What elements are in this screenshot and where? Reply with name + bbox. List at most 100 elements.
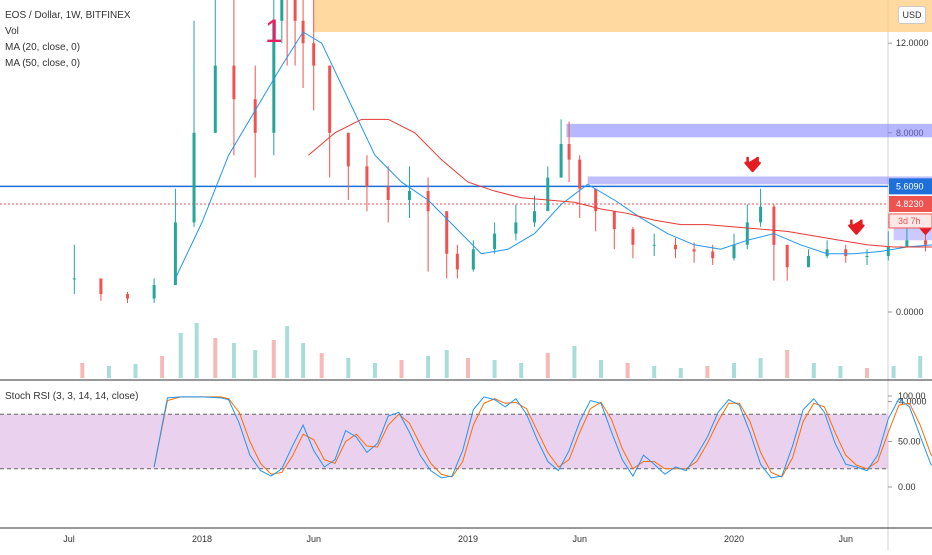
candle-body <box>152 285 156 299</box>
candle-body <box>213 65 217 133</box>
stoch-rsi-d-line <box>153 396 932 478</box>
pink-label-1: 1 <box>265 13 283 49</box>
candle-body <box>426 191 430 212</box>
candle-body <box>711 251 715 259</box>
candle-body <box>445 211 449 254</box>
candle-body <box>905 240 909 248</box>
volume-bar <box>652 366 657 378</box>
candle-body <box>594 188 598 212</box>
volume-bar <box>838 366 843 378</box>
candle-body <box>886 247 890 256</box>
volume-bar <box>625 363 630 378</box>
legend-ma20: MA (20, close, 0) <box>5 42 81 53</box>
candle-body <box>192 132 196 223</box>
volume-bar <box>285 326 290 378</box>
volume-bar <box>545 353 550 378</box>
price-tag-level: 5.6090 <box>896 181 924 191</box>
candle-body <box>232 65 236 100</box>
candle-body <box>533 211 536 223</box>
candle-body <box>612 211 616 230</box>
ma50-line <box>308 118 932 248</box>
volume-bar <box>492 360 497 378</box>
candle-body <box>785 244 789 268</box>
resistance-zone <box>313 0 932 32</box>
candle-body <box>328 65 332 133</box>
candle-body <box>514 222 518 234</box>
candle-body <box>407 191 411 200</box>
candle-body <box>865 256 869 257</box>
countdown-tag-bg <box>888 213 932 229</box>
currency-button[interactable]: USD <box>898 6 926 24</box>
candle-body <box>732 244 736 259</box>
volume-bar <box>705 366 710 378</box>
candle-body <box>745 222 749 245</box>
candle-body <box>493 233 497 250</box>
time-tick-label: 2020 <box>724 534 744 544</box>
volume-bar <box>732 363 736 378</box>
legend-stoch-rsi: Stoch RSI (3, 3, 14, 14, close) <box>5 391 139 402</box>
candle-body <box>567 144 571 160</box>
volume-bar <box>865 368 869 378</box>
volume-bar <box>519 363 524 378</box>
volume-bar <box>301 343 306 378</box>
volume-bar <box>466 358 470 378</box>
volume-bar <box>178 333 183 378</box>
volume-bar <box>80 363 85 378</box>
legend-ma50: MA (50, close, 0) <box>5 58 81 69</box>
rsi-tick-label: 0.00 <box>898 482 916 492</box>
blue-zone-upper <box>566 123 932 138</box>
candle-body <box>312 43 316 66</box>
legend-symbol: EOS / Dollar, 1W, BITFINEX <box>5 10 131 21</box>
candle-body <box>272 20 276 133</box>
volume-bar <box>785 350 790 378</box>
volume-bar <box>891 366 896 378</box>
volume-bar <box>160 356 165 378</box>
candle-body <box>293 0 297 21</box>
time-tick-label: Jun <box>572 534 587 544</box>
candle-body <box>126 294 130 299</box>
candle-body <box>280 0 284 21</box>
volume-bar <box>811 363 816 378</box>
candle-body <box>759 206 763 223</box>
candle-body <box>72 278 76 280</box>
volume-bar <box>372 363 377 378</box>
volume-bar <box>599 360 603 378</box>
volume-bar <box>106 366 111 378</box>
price-tag-level-bg <box>889 178 932 195</box>
candle-body <box>631 229 635 245</box>
volume-bar <box>194 323 199 378</box>
candle-body <box>844 249 848 256</box>
price-tick-label: -4.0000 <box>896 397 927 407</box>
candle-body <box>673 244 677 250</box>
volume-bar <box>444 350 449 378</box>
volume-bar <box>346 358 351 378</box>
candle-body <box>471 249 475 270</box>
volume-bar <box>758 358 763 378</box>
candle-body <box>365 166 369 187</box>
red-down-arrow <box>848 219 865 235</box>
volume-bar <box>426 356 431 378</box>
price-tick-label: 0.0000 <box>896 307 924 317</box>
countdown-tag: 3d 7h <box>898 216 921 226</box>
candle-body <box>806 256 810 268</box>
stoch-rsi-k-line <box>153 396 932 479</box>
volume-bar <box>319 353 324 378</box>
candle-body <box>652 244 656 246</box>
time-tick-label: 2018 <box>192 534 212 544</box>
time-tick-label: Jul <box>63 534 75 544</box>
price-tick-label: 12.0000 <box>896 38 929 48</box>
candle-body <box>386 186 390 200</box>
rsi-band <box>0 414 888 469</box>
price-tag-last: 4.8230 <box>896 199 924 209</box>
price-tag-last-bg <box>889 195 932 212</box>
candle-body <box>772 206 776 245</box>
candle-body <box>253 99 257 133</box>
candle-body <box>692 249 696 252</box>
legend-volume: Vol <box>5 26 19 37</box>
volume-bar <box>271 340 276 378</box>
blue-zone-middle <box>587 176 932 185</box>
rsi-tick-label: 50.00 <box>898 437 921 447</box>
volume-bar <box>918 356 923 378</box>
